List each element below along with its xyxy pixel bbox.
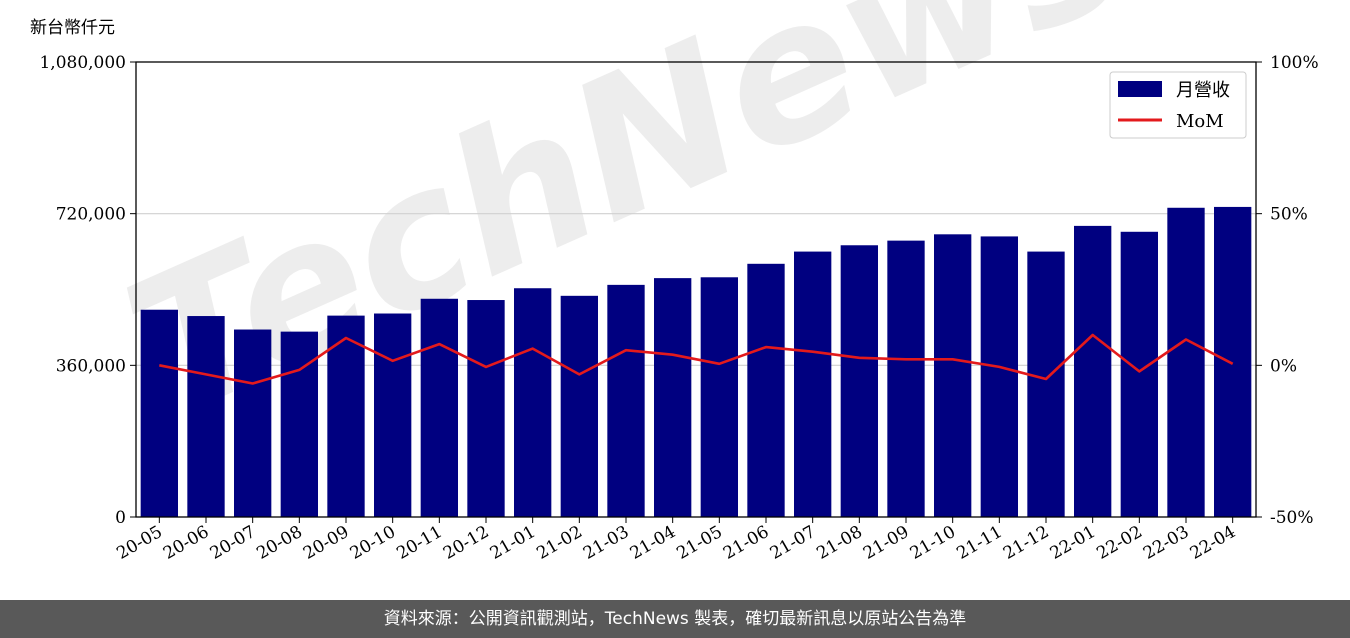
x-tick-label: 21-10 <box>907 522 959 564</box>
revenue-bar <box>980 236 1018 517</box>
legend-label-mom: MoM <box>1176 111 1224 132</box>
revenue-bar <box>607 284 645 517</box>
plot-frame <box>135 61 1257 518</box>
left-axis-ticks: 0 360,000 720,000 1,080,000 <box>39 53 136 528</box>
x-tick-label: 20-06 <box>160 522 212 564</box>
x-tick-label: 21-05 <box>673 522 725 564</box>
revenue-bar <box>234 329 272 517</box>
revenue-bar <box>327 315 365 517</box>
y-right-tick-label: 50% <box>1270 205 1308 225</box>
revenue-bar <box>1074 225 1112 517</box>
revenue-bar <box>840 245 878 517</box>
x-tick-label: 20-11 <box>393 522 445 564</box>
x-tick-label: 21-04 <box>627 522 679 564</box>
revenue-bar <box>187 316 225 517</box>
mom-line <box>159 333 1234 385</box>
x-tick-label: 21-01 <box>487 522 539 564</box>
legend: 月營收 MoM <box>1109 71 1247 139</box>
revenue-bar <box>420 298 458 517</box>
y-left-tick-label: 720,000 <box>56 205 126 225</box>
mom-series-line <box>159 333 1234 385</box>
y-left-tick-label: 0 <box>115 508 126 528</box>
x-tick-label: 22-04 <box>1187 522 1239 564</box>
revenue-bar <box>1214 206 1252 518</box>
y-left-tick-label: 360,000 <box>56 356 126 376</box>
revenue-bar <box>887 240 925 517</box>
revenue-bar <box>374 313 412 517</box>
revenue-chart: TechNews 20-0520-0620-0720-0820-0920-102… <box>30 0 1319 564</box>
revenue-bar <box>747 263 785 517</box>
revenue-bar <box>1120 231 1158 517</box>
revenue-bars <box>140 206 1252 518</box>
x-tick-label: 21-12 <box>1000 522 1052 564</box>
x-tick-label: 21-11 <box>953 522 1005 564</box>
x-tick-label: 22-02 <box>1093 522 1145 564</box>
x-tick-label: 20-10 <box>347 522 399 564</box>
y-unit-label: 新台幣仟元 <box>30 18 115 38</box>
x-tick-label: 21-07 <box>767 522 819 564</box>
y-right-tick-label: 100% <box>1270 53 1319 73</box>
revenue-bar <box>1027 251 1065 518</box>
revenue-bar <box>140 309 178 517</box>
grid-lines <box>136 213 1256 366</box>
revenue-bar <box>700 277 738 517</box>
revenue-bar <box>560 295 598 517</box>
right-axis-ticks: -50% 0% 50% 100% <box>1256 53 1319 528</box>
chart-axes <box>135 61 1257 518</box>
revenue-bar <box>467 300 505 517</box>
x-tick-label: 22-01 <box>1047 522 1099 564</box>
revenue-bar <box>654 278 692 517</box>
x-tick-label: 21-02 <box>533 522 585 564</box>
x-tick-label: 21-06 <box>720 522 772 564</box>
x-tick-label: 22-03 <box>1140 522 1192 564</box>
x-tick-label: 20-09 <box>300 522 352 564</box>
x-tick-label: 21-09 <box>860 522 912 564</box>
source-footer: 資料來源：公開資訊觀測站，TechNews 製表，確切最新訊息以原站公告為準 <box>0 600 1350 638</box>
revenue-bar <box>514 288 552 517</box>
x-tick-label: 21-03 <box>580 522 632 564</box>
legend-label-revenue: 月營收 <box>1176 80 1230 101</box>
legend-bar-swatch <box>1118 81 1162 97</box>
revenue-bar <box>1167 207 1205 517</box>
x-tick-label: 20-07 <box>207 522 259 564</box>
revenue-bar <box>794 251 832 518</box>
x-tick-label: 20-05 <box>113 522 165 564</box>
x-axis-ticks: 20-0520-0620-0720-0820-0920-1020-1120-12… <box>113 517 1239 564</box>
x-tick-label: 20-08 <box>253 522 305 564</box>
x-tick-label: 21-08 <box>813 522 865 564</box>
x-tick-label: 20-12 <box>440 522 492 564</box>
y-left-tick-label: 1,080,000 <box>39 53 126 73</box>
y-right-tick-label: -50% <box>1270 508 1314 528</box>
revenue-bar <box>934 234 972 517</box>
y-right-tick-label: 0% <box>1270 356 1297 376</box>
